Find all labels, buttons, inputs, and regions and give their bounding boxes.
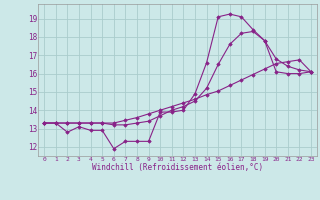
X-axis label: Windchill (Refroidissement éolien,°C): Windchill (Refroidissement éolien,°C) [92,163,263,172]
